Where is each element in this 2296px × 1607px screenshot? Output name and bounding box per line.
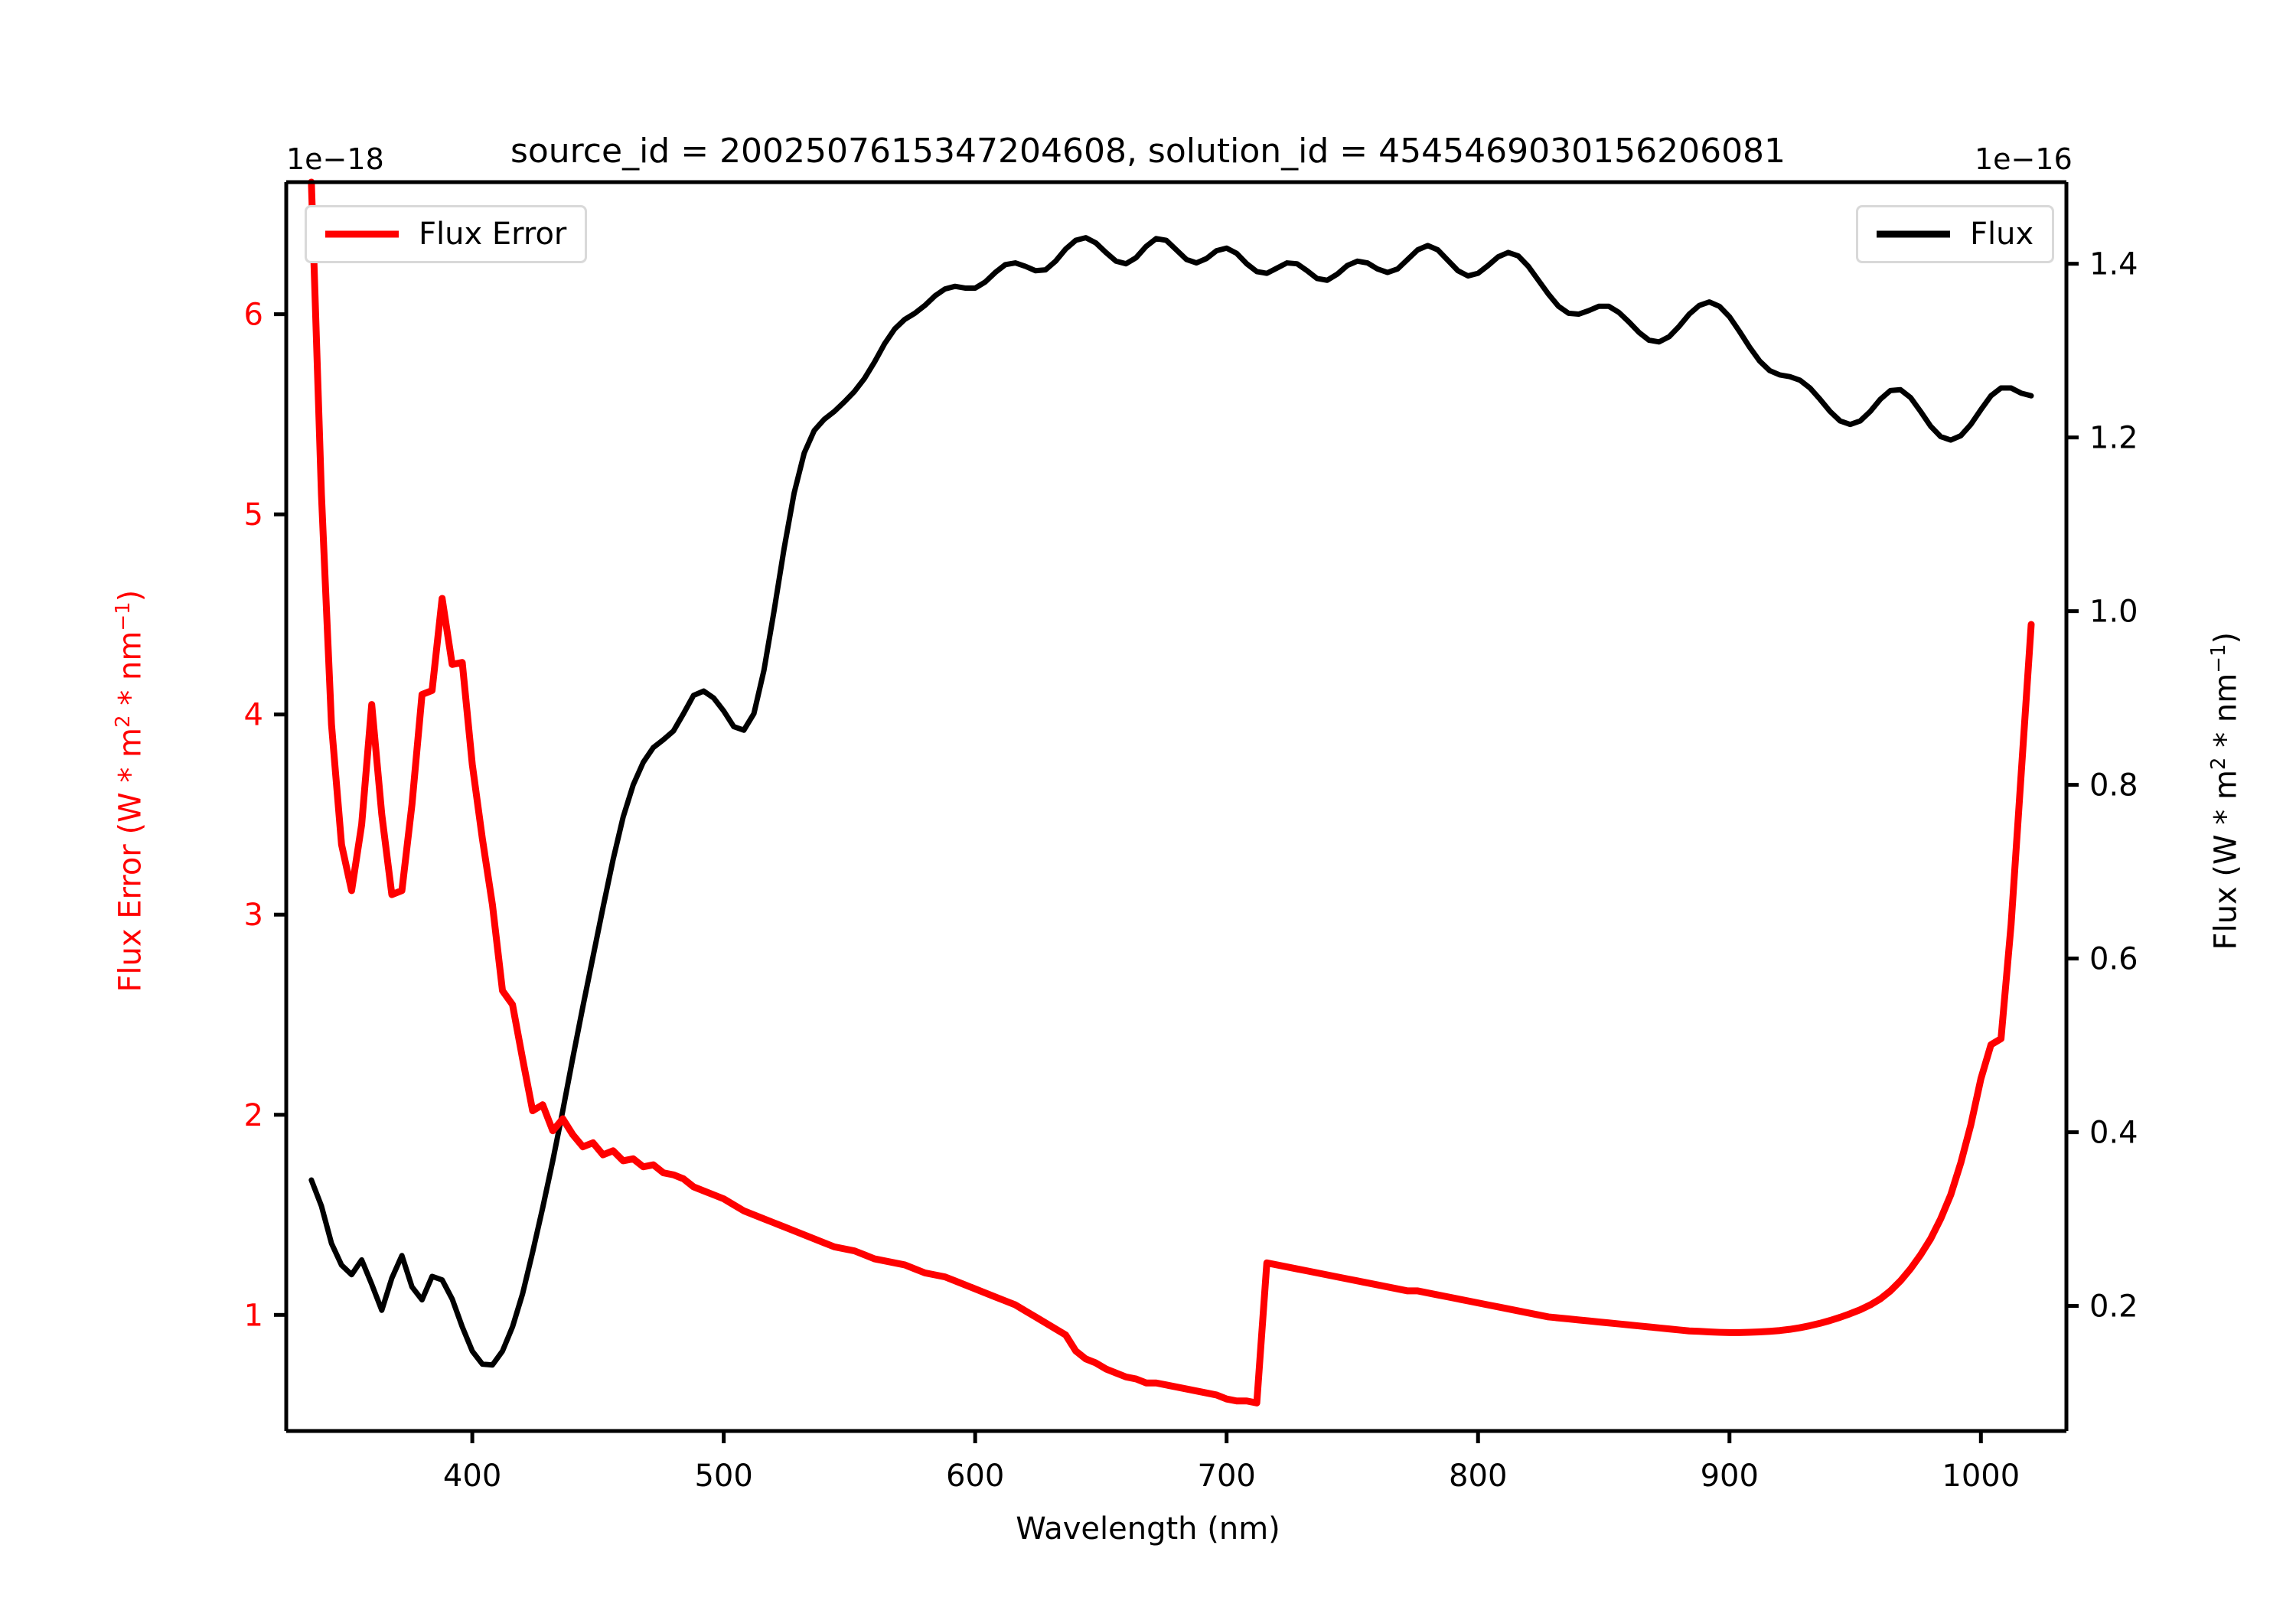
x-axis-label: Wavelength (nm): [1016, 1511, 1280, 1547]
y-left-label-sup1: 2: [112, 715, 135, 728]
y-right-tick-label: 0.6: [2089, 942, 2138, 977]
flux-error-legend[interactable]: Flux Error: [305, 205, 588, 263]
y-left-label-sup2: −1: [112, 601, 135, 631]
data-curves: [308, 178, 2035, 1407]
x-tick-label: 500: [694, 1459, 752, 1494]
x-axis-ticks: 400 500 600 700 800 900 1000: [443, 1431, 2020, 1494]
y-right-tick-label: 1.0: [2089, 595, 2138, 630]
flux-error-legend-swatch: [325, 230, 399, 238]
y-right-label-pre: Flux (W * m: [2208, 770, 2244, 950]
y-left-tick-label: 1: [244, 1298, 263, 1333]
x-tick-label: 400: [443, 1459, 501, 1494]
y-right-tick-label: 1.4: [2089, 247, 2138, 282]
y-right-offset-text: 1e−16: [1975, 142, 2073, 176]
x-tick-label: 800: [1449, 1459, 1507, 1494]
series-flux: [308, 235, 2034, 1368]
y-right-label-sup2: −1: [2207, 644, 2231, 673]
y-left-axis-ticks: 1 2 3 4 5 6: [244, 298, 286, 1333]
axis-spines: [284, 180, 2069, 1433]
y-left-tick-label: 6: [244, 298, 263, 333]
y-right-label-sup1: 2: [2207, 757, 2231, 771]
y-right-tick-label: 0.4: [2089, 1116, 2138, 1151]
y-right-tick-label: 0.2: [2089, 1289, 2138, 1325]
y-left-tick-label: 2: [244, 1098, 263, 1133]
plot-background: [286, 182, 2066, 1431]
y-right-label-mid: * nm: [2208, 673, 2244, 758]
y-right-axis-label: Flux (W * m2 * nm−1): [2207, 370, 2243, 1212]
x-tick-label: 700: [1198, 1459, 1256, 1494]
x-tick-label: 1000: [1942, 1459, 2020, 1494]
y-left-label-mid: * nm: [113, 631, 148, 715]
y-right-tick-label: 0.8: [2089, 768, 2138, 804]
flux-legend-swatch: [1877, 230, 1950, 238]
flux-error-legend-label: Flux Error: [419, 217, 567, 252]
y-left-axis-label: Flux Error (W * m2 * nm−1): [112, 370, 148, 1212]
x-tick-label: 600: [946, 1459, 1004, 1494]
y-right-tick-label: 1.2: [2089, 421, 2138, 456]
flux-legend[interactable]: Flux: [1856, 205, 2055, 263]
series-flux-error: [308, 178, 2035, 1407]
y-right-axis-ticks: 0.2 0.4 0.6 0.8 1.0 1.2 1.4: [2066, 247, 2138, 1325]
y-left-tick-label: 4: [244, 698, 263, 733]
y-left-tick-label: 3: [244, 898, 263, 933]
y-left-offset-text: 1e−18: [286, 142, 384, 176]
page-title: source_id = 2002507615347204608, solutio…: [510, 132, 1786, 171]
x-tick-label: 900: [1701, 1459, 1759, 1494]
y-left-label-post: ): [113, 589, 148, 602]
y-left-label-pre: Flux Error (W * m: [113, 727, 148, 993]
flux-legend-label: Flux: [1970, 217, 2034, 252]
y-left-tick-label: 5: [244, 497, 263, 533]
y-right-label-post: ): [2208, 631, 2244, 644]
